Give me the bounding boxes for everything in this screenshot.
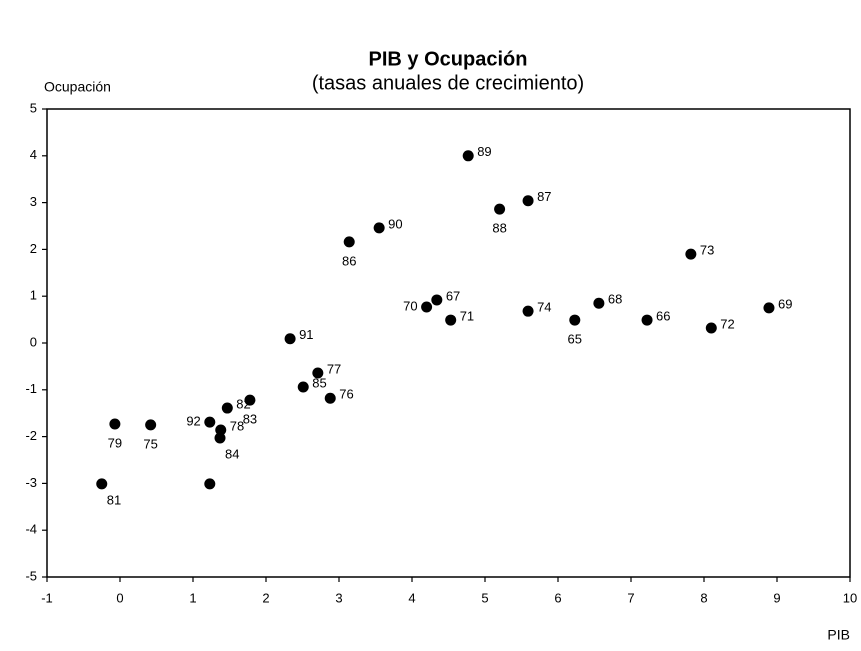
point: [145, 419, 157, 431]
point: [763, 302, 775, 314]
point: [109, 418, 121, 430]
point-label: 75: [143, 436, 157, 451]
y-axis-label: Ocupación: [44, 79, 111, 95]
y-tick-label: 5: [30, 100, 37, 115]
point: [204, 478, 216, 490]
x-tick-label: 8: [700, 590, 707, 605]
point-label: 89: [477, 144, 491, 159]
point: [641, 314, 653, 326]
point: [522, 305, 534, 317]
point: [284, 333, 296, 345]
point-label: 92: [186, 414, 200, 429]
point-label: 90: [388, 216, 402, 231]
x-tick-label: 7: [627, 590, 634, 605]
point: [593, 297, 605, 309]
point-label: 77: [327, 361, 341, 376]
point: [569, 314, 581, 326]
point-label: 82: [236, 396, 250, 411]
y-tick-label: 4: [30, 147, 37, 162]
x-tick-label: -1: [41, 590, 53, 605]
point: [522, 195, 534, 207]
point-label: 85: [312, 375, 326, 390]
x-tick-label: 0: [116, 590, 123, 605]
point: [431, 294, 443, 306]
point: [214, 432, 226, 444]
point-label: 74: [537, 300, 551, 315]
point-label: 72: [720, 316, 734, 331]
point: [96, 478, 108, 490]
y-tick-label: -1: [25, 381, 37, 396]
y-tick-label: -5: [25, 568, 37, 583]
point-label: 87: [537, 189, 551, 204]
plot-frame: [46, 108, 851, 578]
point: [373, 222, 385, 234]
x-tick-label: 5: [481, 590, 488, 605]
point-label: 66: [656, 309, 670, 324]
point-label: 84: [225, 446, 239, 461]
y-tick-label: 3: [30, 194, 37, 209]
point-label: 70: [403, 298, 417, 313]
x-axis-label: PIB: [827, 627, 850, 643]
point: [462, 150, 474, 162]
point: [705, 322, 717, 334]
point: [297, 381, 309, 393]
point: [421, 301, 433, 313]
point-label: 73: [700, 243, 714, 258]
x-tick-label: 3: [335, 590, 342, 605]
point: [221, 402, 233, 414]
point: [494, 203, 506, 215]
point-label: 71: [460, 309, 474, 324]
y-tick-label: 1: [30, 288, 37, 303]
point-label: 78: [230, 418, 244, 433]
chart-title: PIB y Ocupación: [369, 48, 528, 70]
point: [324, 392, 336, 404]
point: [244, 394, 256, 406]
y-tick-label: -3: [25, 475, 37, 490]
chart-subtitle: (tasas anuales de crecimiento): [312, 72, 584, 94]
point-label: 76: [339, 387, 353, 402]
point: [215, 424, 227, 436]
point-label: 65: [568, 332, 582, 347]
y-tick-label: -4: [25, 522, 37, 537]
point-label: 83: [243, 412, 257, 427]
point: [312, 367, 324, 379]
y-tick-label: 0: [30, 334, 37, 349]
point-label: 67: [446, 288, 460, 303]
point-label: 91: [299, 327, 313, 342]
x-tick-label: 6: [554, 590, 561, 605]
point-label: 69: [778, 296, 792, 311]
point-label: 81: [107, 492, 121, 507]
point: [685, 248, 697, 260]
point-label: 88: [492, 221, 506, 236]
y-tick-label: -2: [25, 428, 37, 443]
point: [343, 236, 355, 248]
x-tick-label: 10: [843, 590, 857, 605]
x-tick-label: 1: [189, 590, 196, 605]
x-tick-label: 4: [408, 590, 415, 605]
x-tick-label: 9: [773, 590, 780, 605]
point-label: 79: [108, 435, 122, 450]
point-label: 68: [608, 292, 622, 307]
point: [445, 314, 457, 326]
point-label: 86: [342, 253, 356, 268]
y-tick-label: 2: [30, 241, 37, 256]
x-tick-label: 2: [262, 590, 269, 605]
point: [204, 416, 216, 428]
